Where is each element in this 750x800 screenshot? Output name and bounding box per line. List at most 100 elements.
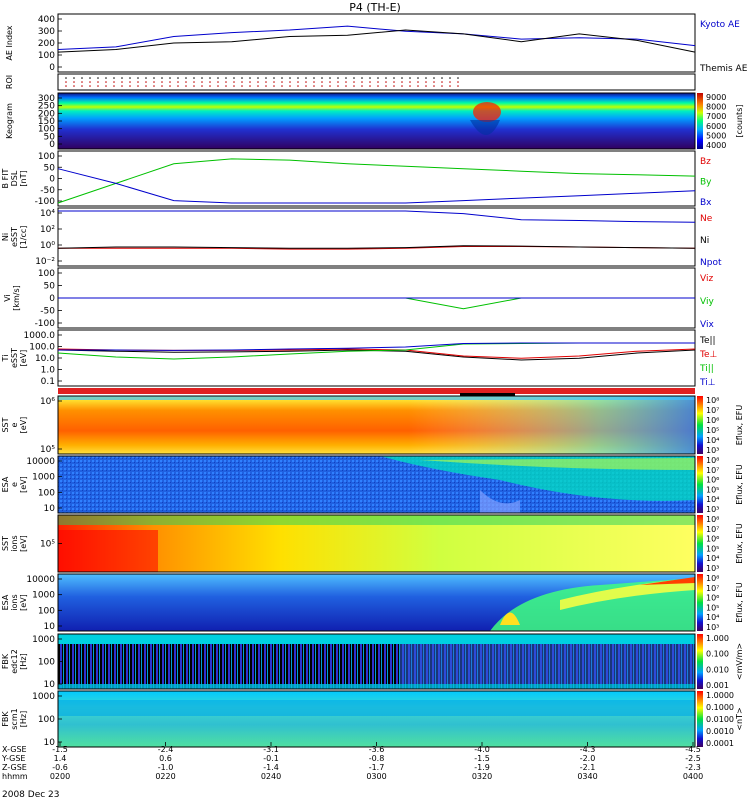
roi-dot [377, 85, 379, 87]
roi-frame [57, 73, 696, 91]
sst_i-ylabel: [eV] [19, 535, 28, 552]
keogram-ytick-label: 100 [38, 125, 55, 135]
roi-dot [225, 85, 227, 87]
roi-dot [353, 81, 355, 83]
esa-i-colorbar [697, 574, 703, 631]
ti-legend-0: Te|| [699, 336, 716, 346]
roi-dot [121, 77, 123, 79]
ae-ylabel: AE Index [5, 25, 14, 60]
ti-legend-3: Ti⊥ [699, 378, 716, 388]
roi-dot [193, 77, 195, 79]
vi-ytick-label: 50 [44, 282, 56, 292]
sst_i-colorbar-label: Eflux, EFU [735, 523, 744, 564]
sst_e-ylabel: SST [1, 417, 10, 432]
roi-dot [385, 77, 387, 79]
roi-dot [345, 85, 347, 87]
roi-dot [233, 81, 235, 83]
keogram-ytick-label: 150 [38, 117, 55, 127]
roi-dot [249, 77, 251, 79]
x-row-label: Y-GSE [1, 754, 25, 763]
roi-dot [321, 77, 323, 79]
sst-e-colorbar [697, 396, 703, 454]
roi-dot [185, 85, 187, 87]
x-tick-label: -4.5 [685, 745, 701, 754]
sst_e-colorbar-tick: 10⁴ [706, 436, 719, 445]
ae-series-Kyoto AE [57, 25, 696, 50]
keogram-image [58, 93, 695, 149]
x-tick-label: -1.4 [263, 763, 279, 772]
roi-dot [105, 77, 107, 79]
ae-ytick-label: 0 [49, 63, 55, 73]
esa_e-ylabel: ESA [1, 476, 10, 492]
ni-ytick-label: 10⁰ [40, 241, 55, 251]
esa_e-colorbar-tick: 10³ [706, 505, 719, 514]
x-tick-label: 1.4 [54, 754, 67, 763]
esa_i-colorbar-tick: 10⁶ [706, 594, 719, 603]
esa_e-ytick-label: 100 [38, 488, 55, 498]
bfit-frame [57, 150, 696, 207]
x-tick-label: -2.5 [685, 754, 701, 763]
roi-dot [281, 85, 283, 87]
vi-series-Viy [58, 297, 695, 310]
fbk_e-colorbar-tick: 0.100 [706, 650, 729, 659]
roi-dot [249, 85, 251, 87]
roi-dot [433, 81, 435, 83]
roi-dot [241, 85, 243, 87]
ni-series-Ni [57, 245, 696, 249]
keogram-colorbar-tick: 8000 [706, 103, 726, 112]
ti-ylabel: [eV] [19, 350, 28, 367]
fbk_b-ytick-label: 10 [44, 738, 56, 748]
roi-dot [65, 77, 67, 79]
x-tick-label: -4.3 [580, 745, 596, 754]
roi-dot [73, 81, 75, 83]
roi-dot [433, 77, 435, 79]
fbk_b-ylabel: scm1 [10, 708, 19, 729]
roi-dot [177, 85, 179, 87]
roi-dot [417, 77, 419, 79]
bfit-series-By [57, 158, 696, 204]
sst_e-ytick-label: 10⁶ [40, 397, 55, 407]
roi-dot [425, 77, 427, 79]
ni-ytick-label: 10² [40, 225, 55, 235]
keogram-colorbar [697, 93, 703, 149]
roi-dot [129, 81, 131, 83]
roi-dot [361, 85, 363, 87]
esa_e-colorbar-tick: 10⁸ [706, 456, 719, 465]
esa_e-ytick-label: 10 [44, 504, 56, 514]
roi-dot [409, 81, 411, 83]
roi-dot [161, 77, 163, 79]
roi-dot [129, 77, 131, 79]
roi-dot [345, 81, 347, 83]
sst_e-ytick-label: 10⁵ [40, 445, 55, 455]
roi-dot [113, 81, 115, 83]
esa_e-colorbar-tick: 10⁴ [706, 495, 719, 504]
roi-dot [73, 77, 75, 79]
fbk_b-colorbar-tick: 0.1000 [706, 703, 734, 712]
roi-dot [177, 77, 179, 79]
roi-dot [385, 85, 387, 87]
roi-dot [185, 77, 187, 79]
roi-dot [233, 85, 235, 87]
keogram-ylabel: Keogram [5, 103, 14, 139]
fbk_b-ytick-label: 1000 [32, 692, 55, 702]
roi-dot [305, 85, 307, 87]
roi-dot [121, 81, 123, 83]
fbk_b-ylabel: [Hz] [19, 711, 28, 727]
ae-ytick-label: 400 [38, 15, 55, 25]
fbk_e-colorbar-tick: 0.010 [706, 665, 729, 674]
roi-dot [401, 77, 403, 79]
x-tick-label: -1.7 [369, 763, 385, 772]
roi-dot [97, 81, 99, 83]
ni-ylabel: Ni [1, 233, 10, 241]
roi-dot [89, 85, 91, 87]
fbk_e-ytick-label: 1000 [32, 635, 55, 645]
roi-dot [441, 77, 443, 79]
x-tick-label: -1.9 [474, 763, 490, 772]
esa_i-frame [57, 573, 696, 632]
bfit-legend-1: By [700, 178, 712, 188]
sst_e-ylabel: e [10, 422, 19, 427]
roi-dot [185, 81, 187, 83]
roi-dot [417, 81, 419, 83]
roi-dot [97, 85, 99, 87]
